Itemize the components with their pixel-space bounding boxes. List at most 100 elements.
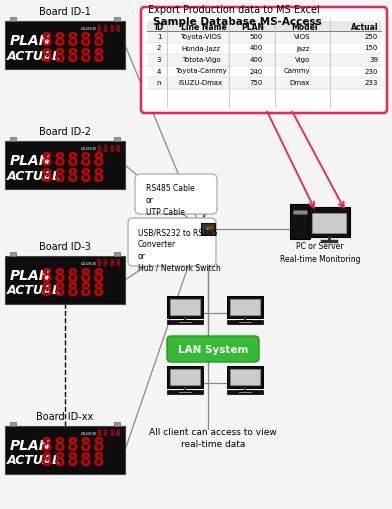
Text: CLOCK: CLOCK [81,147,97,151]
Bar [167,296,203,318]
Bar [5,22,125,70]
Text: 8: 8 [93,32,105,50]
Bar [10,18,16,22]
Text: 8: 8 [67,266,79,285]
Bar [293,211,307,215]
Text: 8: 8 [109,24,114,34]
Bar [201,223,215,236]
Text: 250: 250 [365,34,378,40]
Text: 39: 39 [369,57,378,63]
Bar [170,369,200,385]
Bar [230,369,260,385]
Text: 8: 8 [80,450,92,470]
Text: Board ID-1: Board ID-1 [39,7,91,17]
Text: Actual: Actual [350,22,378,32]
Bar [227,296,263,318]
Text: 3: 3 [157,57,161,63]
Bar [167,366,203,388]
Text: Board ID-xx: Board ID-xx [36,411,94,421]
Text: 8: 8 [41,266,53,285]
Text: PLAN: PLAN [10,268,51,282]
Text: 8: 8 [80,166,92,185]
Text: Board ID-3: Board ID-3 [39,242,91,251]
Text: PLAN: PLAN [10,154,51,167]
Text: Board ID-2: Board ID-2 [39,127,91,137]
Text: 8: 8 [93,151,105,170]
Text: ACTUAL: ACTUAL [7,454,61,467]
Bar [290,205,310,240]
Text: 240: 240 [250,68,263,74]
Text: 8: 8 [115,24,120,34]
Bar [114,138,120,142]
Text: 8: 8 [54,151,66,170]
Text: Model: Model [292,22,318,32]
Text: 8: 8 [93,436,105,455]
Text: 8: 8 [41,46,53,65]
Text: 8: 8 [41,151,53,170]
Text: 2: 2 [157,45,161,51]
Bar [308,208,350,238]
Text: 150: 150 [365,45,378,51]
Text: ISUZU-Dmax: ISUZU-Dmax [179,80,223,86]
Bar [10,252,16,257]
Bar [230,299,260,316]
Text: 8: 8 [54,281,66,300]
Text: 8: 8 [80,281,92,300]
Text: 1: 1 [157,34,161,40]
Bar [147,78,381,89]
Text: CLOCK: CLOCK [81,262,97,266]
Text: 8: 8 [67,436,79,455]
Text: 8: 8 [54,436,66,455]
FancyBboxPatch shape [141,8,387,114]
Bar [114,18,120,22]
Text: PLAN: PLAN [241,22,265,32]
Text: Vigo: Vigo [295,57,310,63]
Text: 8: 8 [67,450,79,470]
Bar [147,43,381,55]
Bar [147,66,381,78]
Text: ACTUAL: ACTUAL [7,284,61,297]
Bar [147,55,381,66]
Text: Jazz: Jazz [296,45,310,51]
Text: 8: 8 [103,24,107,34]
Text: 8: 8 [97,144,101,153]
Text: 8: 8 [93,450,105,470]
Text: Toyota-Cammy: Toyota-Cammy [175,68,227,74]
Text: PLAN: PLAN [10,438,51,452]
Text: LAN System: LAN System [178,344,248,354]
Text: VIOS: VIOS [294,34,310,40]
Text: ACTUAL: ACTUAL [7,169,61,182]
Bar [227,366,263,388]
Text: 4: 4 [157,68,161,74]
Text: 8: 8 [80,32,92,50]
Text: 8: 8 [93,46,105,65]
FancyBboxPatch shape [167,336,259,362]
FancyBboxPatch shape [135,175,217,215]
Bar [312,214,346,234]
Text: 8: 8 [97,259,101,268]
Text: 8: 8 [67,281,79,300]
Text: 8: 8 [41,281,53,300]
Text: 8: 8 [67,32,79,50]
Text: 750: 750 [250,80,263,86]
Text: 8: 8 [67,151,79,170]
Text: ACTUAL: ACTUAL [7,49,61,63]
Text: 8: 8 [67,166,79,185]
Text: 8: 8 [109,144,114,153]
Bar [10,422,16,426]
Bar [170,299,200,316]
Text: 8: 8 [41,166,53,185]
Bar [5,257,125,304]
Text: 8: 8 [103,259,107,268]
Bar [114,422,120,426]
FancyBboxPatch shape [128,218,216,267]
Text: 8: 8 [80,266,92,285]
Text: 8: 8 [54,450,66,470]
Text: 8: 8 [67,46,79,65]
Text: 8: 8 [80,46,92,65]
Text: 8: 8 [41,450,53,470]
Text: PLAN: PLAN [10,34,51,48]
Bar [167,390,203,394]
Text: 500: 500 [250,34,263,40]
Text: 230: 230 [365,68,378,74]
